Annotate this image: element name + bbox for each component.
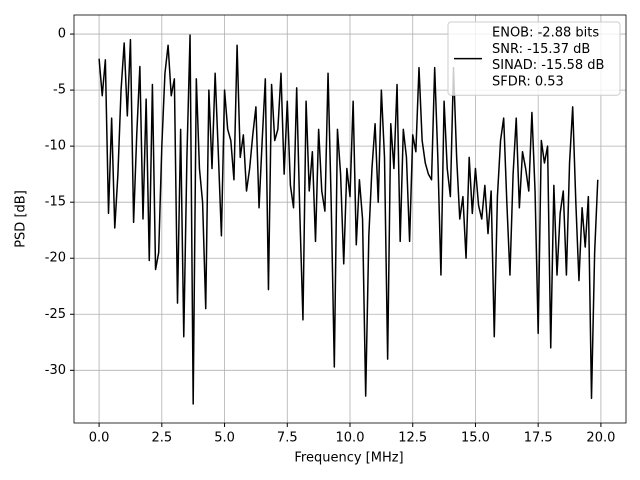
x-tick-label: 15.0 [461, 431, 490, 446]
y-tick-label: -5 [53, 83, 66, 98]
plot-frame [73, 14, 627, 424]
legend-entry: SNR: -15.37 dB [492, 42, 590, 57]
y-tick-label: -20 [45, 251, 66, 266]
x-tick-label: 10.0 [336, 431, 365, 446]
x-tick-label: 2.5 [151, 431, 172, 446]
x-tick-label: 0.0 [89, 431, 110, 446]
legend-entry: ENOB: -2.88 bits [492, 26, 599, 41]
y-tick-label: -15 [45, 195, 66, 210]
x-axis-label: Frequency [MHz] [294, 451, 403, 466]
x-tick-label: 5.0 [214, 431, 235, 446]
x-tick-label: 12.5 [398, 431, 427, 446]
legend-entry: SFDR: 0.53 [492, 74, 564, 89]
legend-entry: SINAD: -15.58 dB [492, 58, 604, 73]
data-line [98, 34, 599, 405]
y-tick-label: -25 [45, 307, 66, 322]
x-tick-label: 7.5 [277, 431, 298, 446]
y-tick-label: 0 [58, 27, 66, 42]
y-tick-label: -10 [45, 139, 66, 154]
legend-box [447, 21, 621, 96]
x-tick-label: 20.0 [586, 431, 615, 446]
x-tick-label: 17.5 [524, 431, 553, 446]
y-axis-label: PSD [dB] [14, 190, 29, 248]
y-tick-label: -30 [45, 363, 66, 378]
